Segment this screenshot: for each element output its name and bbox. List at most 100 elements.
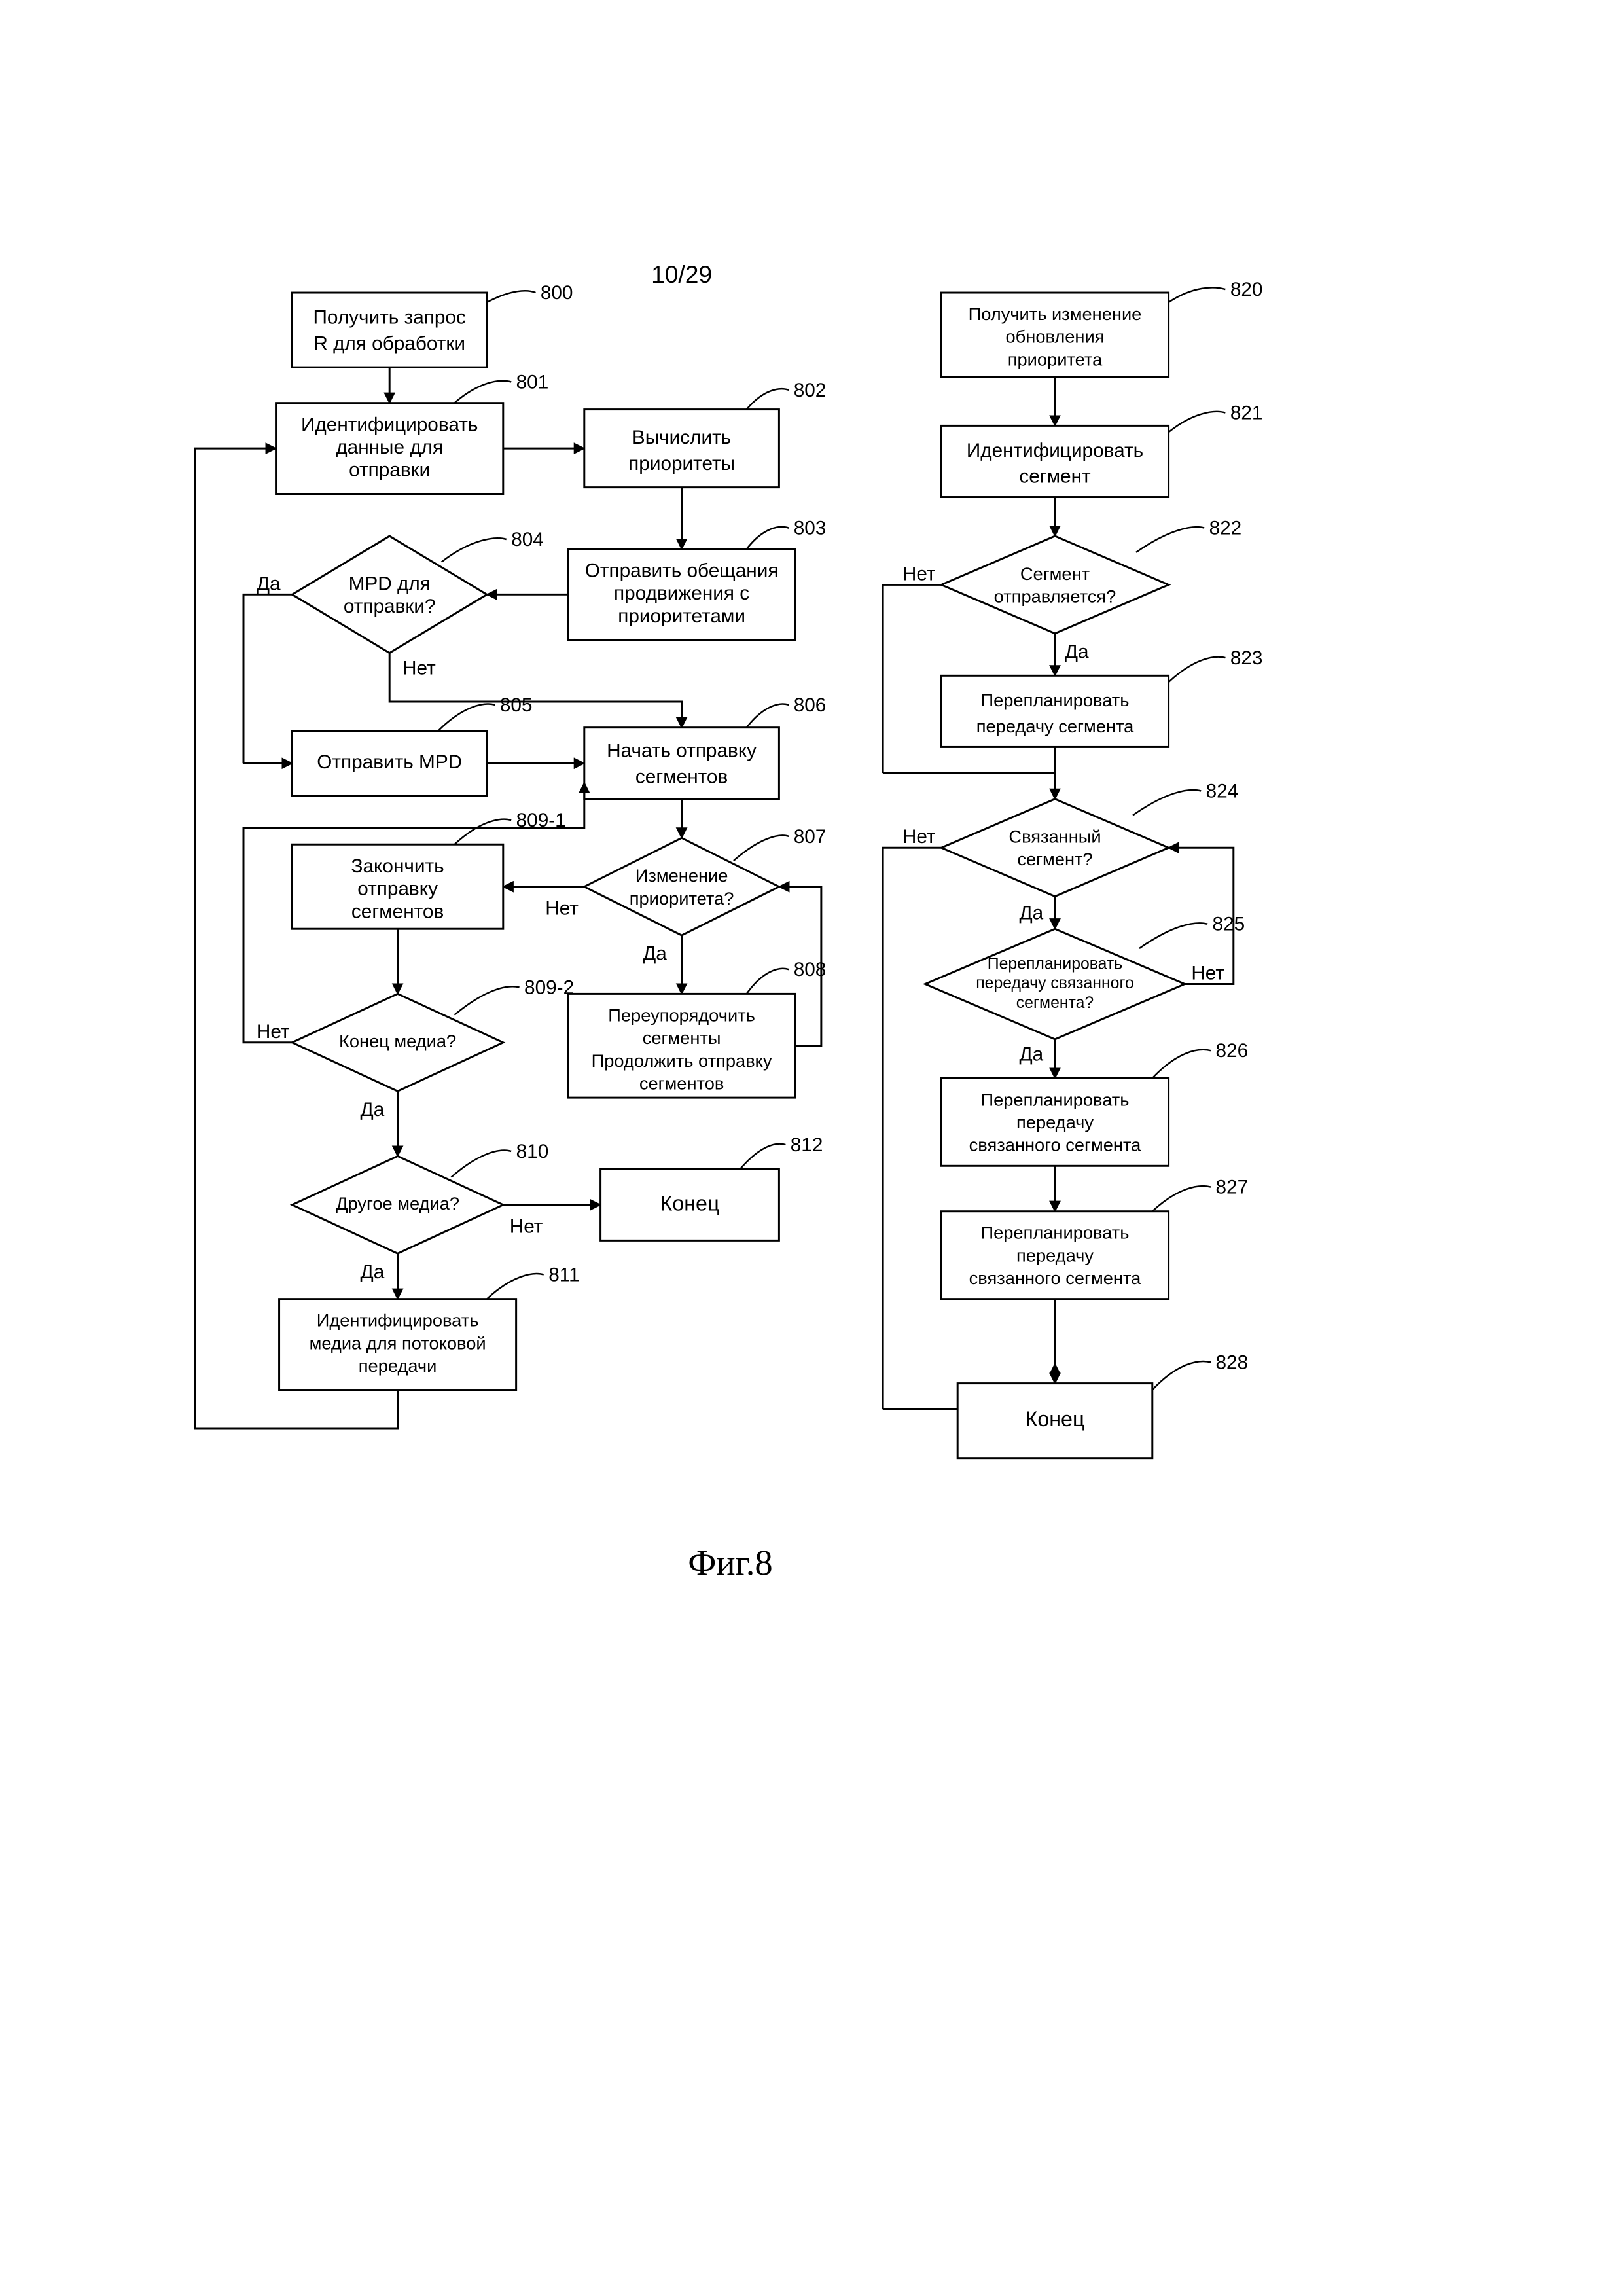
- node-828: Конец 828: [957, 1352, 1248, 1458]
- svg-text:Нет: Нет: [1191, 962, 1224, 984]
- svg-text:Да: Да: [361, 1261, 385, 1283]
- svg-text:Идентифицировать: Идентифицировать: [317, 1310, 479, 1331]
- svg-text:приоритеты: приоритеты: [628, 453, 735, 475]
- svg-text:передачу сегмента: передачу сегмента: [976, 716, 1134, 736]
- svg-text:824: 824: [1206, 780, 1239, 802]
- svg-text:отправки?: отправки?: [344, 596, 436, 617]
- svg-text:передачи: передачи: [359, 1355, 437, 1376]
- node-803: Отправить обещания продвижения с приорит…: [568, 518, 826, 640]
- node-809-2: Конец медиа? 809-2 Нет Да: [257, 977, 574, 1120]
- svg-text:связанного сегмента: связанного сегмента: [969, 1135, 1141, 1155]
- node-823: Перепланировать передачу сегмента 823: [941, 647, 1262, 747]
- svg-text:Закончить: Закончить: [351, 855, 444, 877]
- svg-text:сегменты: сегменты: [643, 1028, 721, 1048]
- svg-text:826: 826: [1216, 1040, 1249, 1062]
- svg-text:Получить запрос: Получить запрос: [313, 307, 466, 329]
- svg-text:сегмент: сегмент: [1019, 466, 1091, 488]
- svg-text:812: 812: [791, 1134, 823, 1156]
- svg-text:сегментов: сегментов: [635, 766, 728, 787]
- svg-text:Получить изменение: Получить изменение: [969, 304, 1142, 324]
- svg-text:MPD для: MPD для: [349, 573, 431, 594]
- svg-text:Да: Да: [361, 1099, 385, 1121]
- svg-text:Продолжить отправку: Продолжить отправку: [592, 1050, 772, 1071]
- svg-text:сегмент?: сегмент?: [1017, 849, 1092, 869]
- svg-text:Да: Да: [643, 943, 667, 965]
- svg-text:825: 825: [1213, 914, 1245, 935]
- svg-text:827: 827: [1216, 1176, 1249, 1198]
- svg-text:продвижения с: продвижения с: [614, 583, 749, 604]
- svg-text:приоритета?: приоритета?: [630, 888, 734, 908]
- svg-text:Переупорядочить: Переупорядочить: [608, 1005, 755, 1025]
- node-808: Переупорядочить сегменты Продолжить отпр…: [568, 959, 826, 1098]
- svg-text:сегмента?: сегмента?: [1016, 994, 1094, 1012]
- svg-text:Связанный: Связанный: [1008, 827, 1101, 847]
- svg-text:Отправить обещания: Отправить обещания: [585, 560, 779, 581]
- svg-text:отправку: отправку: [357, 878, 438, 900]
- svg-text:R для обработки: R для обработки: [313, 332, 465, 354]
- svg-text:связанного сегмента: связанного сегмента: [969, 1268, 1141, 1288]
- svg-text:данные для: данные для: [336, 437, 443, 458]
- svg-text:Конец: Конец: [1026, 1407, 1085, 1431]
- node-824: Связанный сегмент? 824 Нет Да: [902, 780, 1238, 924]
- svg-text:Начать отправку: Начать отправку: [607, 740, 757, 762]
- svg-text:Да: Да: [1065, 641, 1089, 662]
- svg-text:821: 821: [1230, 402, 1263, 423]
- node-802: Вычислить приоритеты 802: [584, 380, 827, 488]
- svg-text:передачу связанного: передачу связанного: [976, 975, 1134, 992]
- svg-text:822: 822: [1209, 518, 1242, 539]
- svg-text:Нет: Нет: [545, 897, 579, 919]
- node-811: Идентифицировать медиа для потоковой пер…: [279, 1264, 580, 1390]
- svg-text:805: 805: [500, 694, 533, 716]
- svg-text:Да: Да: [1019, 903, 1043, 924]
- svg-text:Конец медиа?: Конец медиа?: [339, 1031, 456, 1051]
- svg-text:Да: Да: [257, 573, 281, 594]
- svg-text:Идентифицировать: Идентифицировать: [967, 440, 1143, 461]
- svg-text:800: 800: [541, 282, 573, 304]
- flowchart-canvas: 10/29 Получить запрос R для обработки 80…: [0, 0, 1623, 2296]
- svg-text:Перепланировать: Перепланировать: [981, 1223, 1130, 1243]
- svg-text:сегментов: сегментов: [639, 1073, 724, 1093]
- svg-text:Конец: Конец: [660, 1191, 720, 1215]
- node-825: Перепланировать передачу связанного сегм…: [925, 914, 1245, 1066]
- svg-text:Нет: Нет: [402, 657, 436, 679]
- svg-text:801: 801: [516, 371, 549, 393]
- node-821: Идентифицировать сегмент 821: [941, 402, 1262, 497]
- node-801: Идентифицировать данные для отправки 801: [276, 371, 549, 493]
- svg-text:806: 806: [794, 694, 827, 716]
- svg-text:828: 828: [1216, 1352, 1249, 1373]
- node-810: Другое медиа? 810 Нет Да: [292, 1141, 548, 1283]
- node-827: Перепланировать передачу связанного сегм…: [941, 1176, 1248, 1299]
- svg-text:отправки: отправки: [349, 459, 430, 481]
- node-807: Изменение приоритета? 807 Нет Да: [545, 826, 826, 965]
- svg-text:809-2: 809-2: [524, 977, 574, 998]
- svg-text:Вычислить: Вычислить: [632, 427, 731, 448]
- node-805: Отправить MPD 805: [292, 694, 532, 796]
- svg-text:807: 807: [794, 826, 827, 848]
- node-804: MPD для отправки? 804 Да Нет: [257, 529, 544, 679]
- svg-text:804: 804: [511, 529, 544, 550]
- svg-text:820: 820: [1230, 279, 1263, 300]
- svg-text:отправляется?: отправляется?: [994, 586, 1116, 606]
- svg-text:сегментов: сегментов: [351, 901, 444, 922]
- svg-text:обновления: обновления: [1006, 327, 1105, 347]
- svg-text:Перепланировать: Перепланировать: [981, 690, 1130, 710]
- svg-text:Отправить MPD: Отправить MPD: [317, 751, 462, 773]
- node-820: Получить изменение обновления приоритета…: [941, 279, 1262, 377]
- node-826: Перепланировать передачу связанного сегм…: [941, 1040, 1248, 1166]
- svg-text:Перепланировать: Перепланировать: [988, 955, 1122, 973]
- svg-text:Нет: Нет: [510, 1215, 543, 1237]
- node-806: Начать отправку сегментов 806: [584, 694, 827, 799]
- svg-text:Нет: Нет: [902, 563, 936, 584]
- node-800: Получить запрос R для обработки 800: [292, 282, 573, 367]
- node-822: Сегмент отправляется? 822 Нет Да: [902, 518, 1241, 663]
- svg-text:Да: Да: [1019, 1043, 1043, 1065]
- svg-text:Другое медиа?: Другое медиа?: [336, 1193, 459, 1213]
- page-number: 10/29: [651, 260, 712, 288]
- svg-text:823: 823: [1230, 647, 1263, 669]
- svg-text:медиа для потоковой: медиа для потоковой: [310, 1333, 486, 1353]
- svg-text:Идентифицировать: Идентифицировать: [301, 414, 478, 435]
- svg-text:Нет: Нет: [902, 826, 936, 848]
- svg-text:Нет: Нет: [257, 1021, 290, 1043]
- svg-text:803: 803: [794, 518, 827, 539]
- figure-caption: Фиг.8: [688, 1543, 772, 1583]
